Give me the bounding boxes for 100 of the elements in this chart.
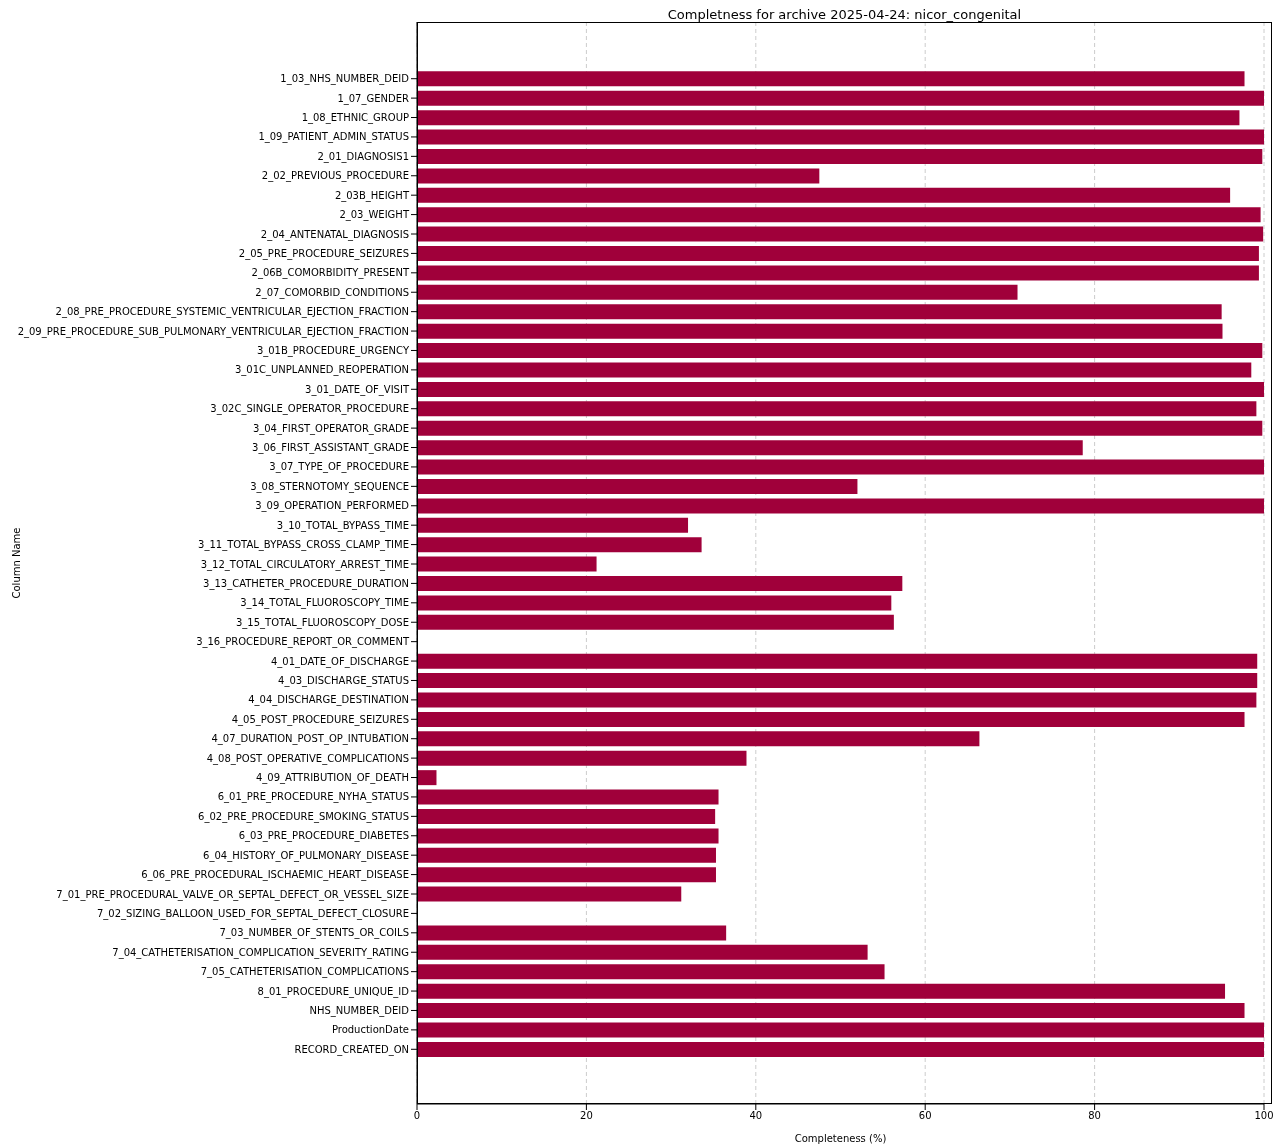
y-tick-label: 2_02_PREVIOUS_PROCEDURE: [261, 170, 409, 183]
y-tick-label: 3_06_FIRST_ASSISTANT_GRADE: [252, 442, 409, 455]
y-axis-title: Column Name: [10, 526, 23, 601]
y-tick-label: 1_08_ETHNIC_GROUP: [301, 112, 409, 125]
y-tick-label: 3_10_TOTAL_BYPASS_TIME: [276, 519, 409, 532]
y-tick-label: 2_03B_HEIGHT: [334, 189, 410, 202]
bar: [417, 246, 1259, 262]
bar: [417, 90, 1264, 106]
bar: [417, 770, 437, 786]
bar: [417, 867, 716, 883]
y-tick-label: 7_03_NUMBER_OF_STENTS_OR_COILS: [219, 927, 409, 940]
y-tick-label: 6_01_PRE_PROCEDURE_NYHA_STATUS: [217, 791, 409, 804]
y-tick-label: 4_07_DURATION_POST_OP_INTUBATION: [211, 733, 409, 746]
bar: [417, 343, 1263, 359]
bar: [417, 847, 716, 863]
bar: [417, 187, 1231, 203]
y-tick-label: 6_04_HISTORY_OF_PULMONARY_DISEASE: [203, 849, 409, 862]
bar: [417, 148, 1263, 164]
bar: [417, 110, 1240, 126]
bar: [417, 653, 1258, 669]
bar: [417, 808, 716, 824]
x-tick-label: 40: [749, 1110, 763, 1122]
x-tick-label: 80: [1088, 1110, 1101, 1122]
bar: [417, 381, 1264, 397]
y-tick-label: 3_14_TOTAL_FLUOROSCOPY_TIME: [240, 597, 409, 610]
y-tick-label: 4_01_DATE_OF_DISCHARGE: [270, 655, 409, 668]
chart-title: Completness for archive 2025-04-24: nicor_congenital: [666, 7, 1023, 22]
bar: [417, 576, 903, 592]
y-tick-label: 3_08_STERNOTOMY_SEQUENCE: [250, 480, 409, 493]
y-tick-label: 3_02C_SINGLE_OPERATOR_PROCEDURE: [210, 403, 409, 416]
bar: [417, 964, 885, 980]
y-tick-label: 3_12_TOTAL_CIRCULATORY_ARREST_TIME: [200, 558, 409, 571]
x-tick-label: 100: [1254, 1110, 1274, 1122]
y-tick-label: 7_02_SIZING_BALLOON_USED_FOR_SEPTAL_DEFECT_CLOSURE: [96, 907, 409, 920]
bar: [417, 207, 1261, 223]
bar: [417, 1022, 1264, 1038]
bar: [417, 362, 1252, 378]
y-tick-label: 8_01_PROCEDURE_UNIQUE_ID: [257, 985, 410, 998]
bar: [417, 304, 1222, 320]
bar: [417, 556, 597, 572]
bar: [417, 401, 1257, 417]
y-tick-label: 4_09_ATTRIBUTION_OF_DEATH: [255, 772, 409, 785]
bar: [417, 517, 689, 533]
bar: [417, 983, 1226, 999]
y-tick-label: 2_07_COMORBID_CONDITIONS: [255, 286, 409, 299]
y-tick-label: 2_04_ANTENATAL_DIAGNOSIS: [260, 228, 409, 241]
y-tick-label: 4_03_DISCHARGE_STATUS: [278, 675, 409, 688]
y-tick-label: 1_07_GENDER: [337, 92, 410, 105]
y-tick-label: 1_09_PATIENT_ADMIN_STATUS: [258, 131, 409, 144]
bar: [417, 711, 1245, 727]
y-tick-label: 3_16_PROCEDURE_REPORT_OR_COMMENT: [196, 636, 410, 649]
bar: [417, 71, 1245, 87]
bar: [417, 226, 1264, 242]
x-tick-label: 0: [413, 1110, 421, 1122]
bar: [417, 944, 868, 960]
y-tick-label: 3_09_OPERATION_PERFORMED: [255, 500, 410, 513]
y-tick-label: 4_08_POST_OPERATIVE_COMPLICATIONS: [206, 752, 409, 765]
y-tick-label: 2_08_PRE_PROCEDURE_SYSTEMIC_VENTRICULAR_EJECTION_FRACTION: [55, 306, 409, 319]
bar: [417, 420, 1263, 436]
y-tick-label: 3_15_TOTAL_FLUOROSCOPY_DOSE: [235, 616, 409, 629]
y-tick-label: 4_05_POST_PROCEDURE_SEIZURES: [231, 713, 409, 726]
y-tick-label: 1_03_NHS_NUMBER_DEID: [280, 73, 410, 86]
bar: [417, 1003, 1245, 1019]
y-tick-label: 2_06B_COMORBIDITY_PRESENT: [251, 267, 410, 280]
y-tick-label: 3_07_TYPE_OF_PROCEDURE: [269, 461, 409, 474]
x-axis-title: Completeness (%): [794, 1133, 887, 1144]
bar: [417, 129, 1264, 145]
y-tick-label: 7_01_PRE_PROCEDURAL_VALVE_OR_SEPTAL_DEFECT_OR_VESSEL_SIZE: [56, 888, 409, 901]
y-tick-label: 3_11_TOTAL_BYPASS_CROSS_CLAMP_TIME: [198, 539, 409, 552]
y-tick-label: 2_05_PRE_PROCEDURE_SEIZURES: [238, 247, 409, 260]
bar: [417, 789, 719, 805]
x-tick-label: 20: [580, 1110, 593, 1122]
bar: [417, 886, 682, 902]
x-tick-label: 60: [918, 1110, 932, 1122]
y-tick-label: 7_04_CATHETERISATION_COMPLICATION_SEVERITY_RATING: [112, 946, 409, 959]
y-tick-label: 6_06_PRE_PROCEDURAL_ISCHAEMIC_HEART_DISEASE: [141, 869, 409, 882]
bar: [417, 323, 1223, 339]
bar: [417, 1041, 1264, 1057]
bar: [417, 925, 727, 941]
bar: [417, 440, 1083, 456]
y-tick-label: ProductionDate: [331, 1024, 409, 1036]
bar: [417, 284, 1018, 300]
y-tick-label: 3_01C_UNPLANNED_REOPERATION: [234, 364, 409, 377]
bar: [417, 478, 858, 494]
y-tick-label: 6_02_PRE_PROCEDURE_SMOKING_STATUS: [198, 810, 409, 823]
y-tick-label: 3_04_FIRST_OPERATOR_GRADE: [252, 422, 409, 435]
y-tick-label: 2_01_DIAGNOSIS1: [317, 150, 409, 163]
y-tick-label: 2_09_PRE_PROCEDURE_SUB_PULMONARY_VENTRICULAR_EJECTION_FRACTION: [17, 325, 409, 338]
bar: [417, 673, 1258, 689]
bar: [417, 265, 1259, 281]
bar: [417, 498, 1264, 514]
y-tick-label: 3_13_CATHETER_PROCEDURE_DURATION: [203, 577, 409, 590]
y-tick-label: 4_04_DISCHARGE_DESTINATION: [248, 694, 409, 707]
y-tick-label: 3_01B_PROCEDURE_URGENCY: [256, 345, 410, 358]
bar: [417, 750, 747, 766]
y-tick-label: 2_03_WEIGHT: [339, 209, 410, 222]
bar: [417, 828, 719, 844]
y-tick-label: NHS_NUMBER_DEID: [309, 1005, 410, 1018]
bar: [417, 459, 1264, 475]
y-tick-label: 3_01_DATE_OF_VISIT: [305, 383, 410, 396]
